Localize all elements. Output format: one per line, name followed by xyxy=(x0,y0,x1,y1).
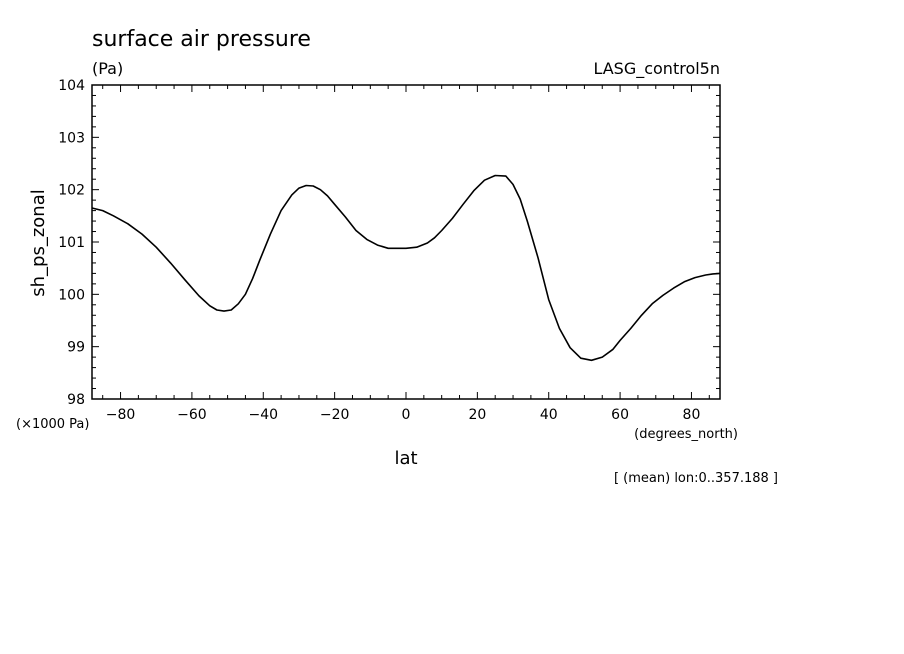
x-tick-label: 80 xyxy=(683,407,701,423)
title-units: (Pa) xyxy=(92,59,123,78)
tick-marks xyxy=(92,84,720,400)
x-tick-labels: −80 −60 −40 −20 0 20 40 60 80 xyxy=(106,407,701,423)
y-tick-label: 99 xyxy=(67,340,85,356)
x-tick-label: 20 xyxy=(468,407,486,423)
series-line xyxy=(91,174,721,362)
y-tick-label: 104 xyxy=(58,78,85,94)
y-tick-label: 103 xyxy=(58,130,85,146)
dataset-label: LASG_control5n xyxy=(593,59,720,79)
x-axis-label: lat xyxy=(394,448,417,469)
x-tick-label: −80 xyxy=(106,407,136,423)
y-tick-labels: 98 99 100 101 102 103 104 xyxy=(58,78,85,408)
x-tick-label: −40 xyxy=(248,407,278,423)
y-axis-label: sh_ps_zonal xyxy=(28,189,49,297)
y-tick-label: 102 xyxy=(58,183,85,199)
x-tick-label: 60 xyxy=(611,407,629,423)
series-group xyxy=(91,174,721,362)
y-multiplier-label: (×1000 Pa) xyxy=(16,417,89,432)
x-axis-units: (degrees_north) xyxy=(634,427,738,442)
y-tick-label: 98 xyxy=(67,392,85,408)
x-tick-label: −20 xyxy=(320,407,350,423)
x-tick-label: 0 xyxy=(402,407,411,423)
y-tick-label: 101 xyxy=(58,235,85,251)
chart-title: surface air pressure xyxy=(92,27,311,52)
y-tick-label: 100 xyxy=(58,287,85,303)
footnote: [ (mean) lon:0..357.188 ] xyxy=(614,471,778,486)
x-tick-label: −60 xyxy=(177,407,207,423)
x-tick-label: 40 xyxy=(540,407,558,423)
